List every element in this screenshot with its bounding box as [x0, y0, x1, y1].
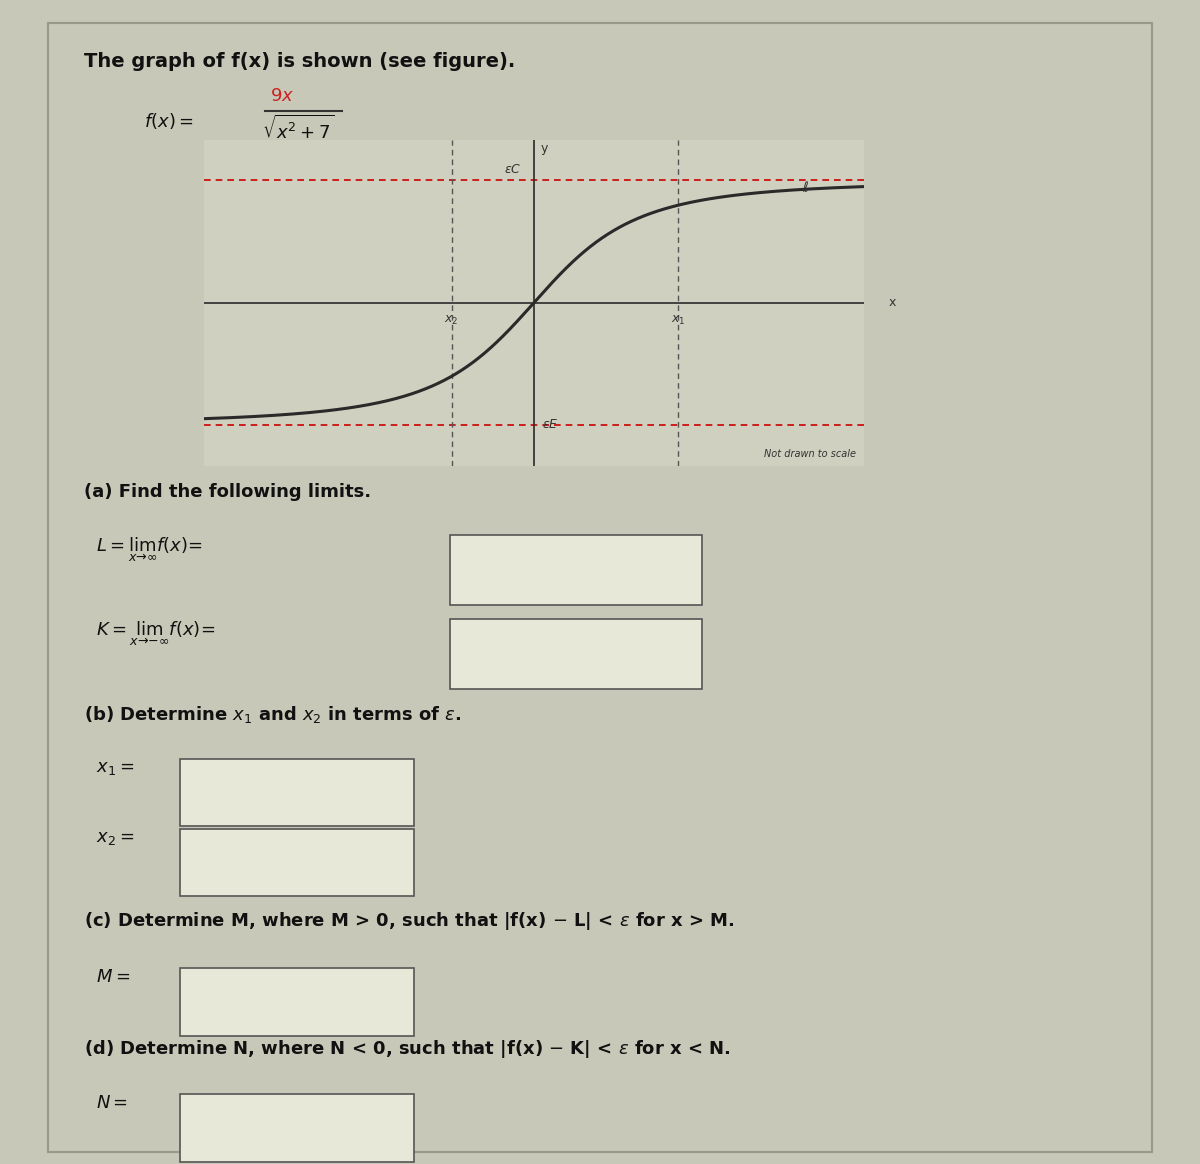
Text: $x_1 =$: $x_1 =$: [96, 759, 134, 776]
Text: $K = \lim_{x \to -\infty} f(x) =$: $K = \lim_{x \to -\infty} f(x) =$: [96, 619, 215, 647]
Text: Not drawn to scale: Not drawn to scale: [763, 449, 856, 459]
FancyBboxPatch shape: [180, 759, 414, 826]
FancyBboxPatch shape: [180, 968, 414, 1036]
Text: y: y: [540, 142, 547, 156]
Text: $M =$: $M =$: [96, 968, 130, 986]
FancyBboxPatch shape: [450, 619, 702, 689]
Text: $\ell$: $\ell$: [802, 179, 809, 194]
Text: $9x$: $9x$: [270, 87, 294, 105]
Text: $\sqrt{x^2+7}$: $\sqrt{x^2+7}$: [262, 114, 334, 142]
Text: $\varepsilon C$: $\varepsilon C$: [504, 163, 522, 177]
Text: (b) Determine $x_1$ and $x_2$ in terms of $\varepsilon$.: (b) Determine $x_1$ and $x_2$ in terms o…: [84, 704, 462, 725]
Text: x: x: [889, 296, 896, 310]
Text: (d) Determine N, where N < 0, such that |f(x) $-$ K| < $\varepsilon$ for x < N.: (d) Determine N, where N < 0, such that …: [84, 1038, 731, 1060]
Text: $L = \lim_{x \to \infty} f(x) =$: $L = \lim_{x \to \infty} f(x) =$: [96, 535, 203, 563]
Text: $x_2 =$: $x_2 =$: [96, 829, 134, 846]
Text: $N =$: $N =$: [96, 1094, 128, 1112]
FancyBboxPatch shape: [180, 829, 414, 896]
FancyBboxPatch shape: [450, 535, 702, 605]
Text: $f(x) =$: $f(x) =$: [144, 111, 193, 130]
Text: $x_1$: $x_1$: [671, 313, 685, 327]
Text: $x_2$: $x_2$: [444, 313, 458, 327]
Text: (c) Determine M, where M > 0, such that |f(x) $-$ L| < $\varepsilon$ for x > M.: (c) Determine M, where M > 0, such that …: [84, 910, 734, 932]
Text: (a) Find the following limits.: (a) Find the following limits.: [84, 483, 371, 501]
FancyBboxPatch shape: [48, 23, 1152, 1152]
Text: $\varepsilon E$: $\varepsilon E$: [542, 418, 559, 431]
FancyBboxPatch shape: [180, 1094, 414, 1162]
Text: The graph of f(x) is shown (see figure).: The graph of f(x) is shown (see figure).: [84, 52, 515, 71]
